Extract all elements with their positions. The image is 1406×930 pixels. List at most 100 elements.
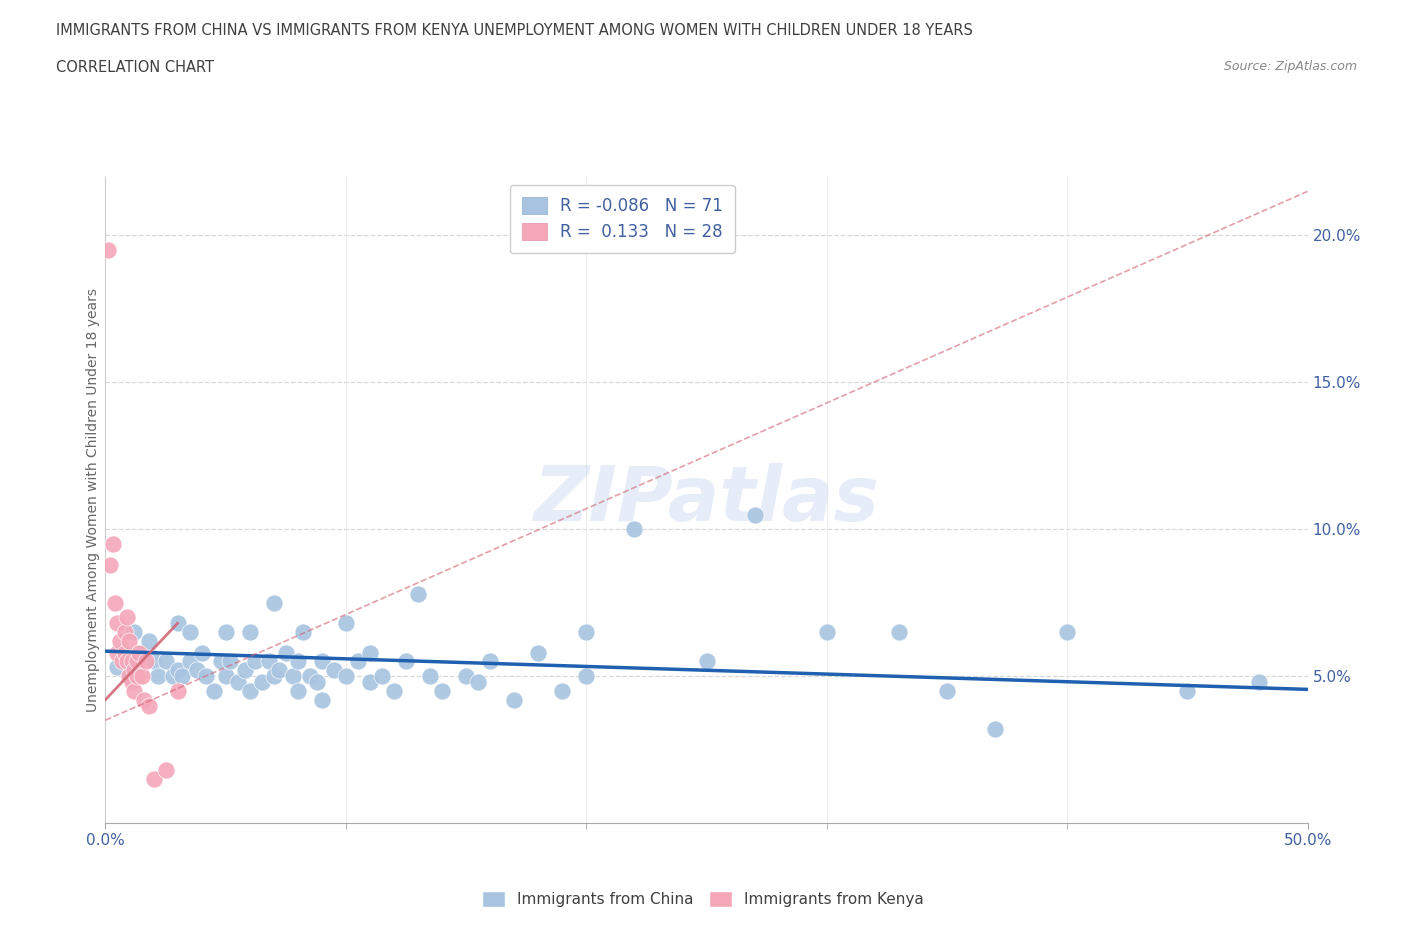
Point xyxy=(815,625,838,640)
Point xyxy=(202,684,225,698)
Point xyxy=(696,654,718,669)
Point xyxy=(155,763,177,777)
Point xyxy=(257,654,280,669)
Point xyxy=(287,684,309,698)
Point xyxy=(166,663,188,678)
Point xyxy=(124,663,146,678)
Point xyxy=(118,633,141,648)
Point xyxy=(250,674,273,689)
Point xyxy=(115,610,138,625)
Point xyxy=(454,669,477,684)
Point xyxy=(118,669,141,684)
Point xyxy=(114,625,136,640)
Point xyxy=(195,669,218,684)
Point xyxy=(419,669,441,684)
Point xyxy=(936,684,959,698)
Point xyxy=(186,663,208,678)
Text: ZIPatlas: ZIPatlas xyxy=(533,463,880,537)
Point xyxy=(575,625,598,640)
Point xyxy=(243,654,266,669)
Text: Source: ZipAtlas.com: Source: ZipAtlas.com xyxy=(1223,60,1357,73)
Text: IMMIGRANTS FROM CHINA VS IMMIGRANTS FROM KENYA UNEMPLOYMENT AMONG WOMEN WITH CHI: IMMIGRANTS FROM CHINA VS IMMIGRANTS FROM… xyxy=(56,23,973,38)
Point xyxy=(267,663,290,678)
Point xyxy=(263,669,285,684)
Point xyxy=(118,669,141,684)
Point xyxy=(305,674,328,689)
Point xyxy=(887,625,910,640)
Point xyxy=(239,625,262,640)
Text: CORRELATION CHART: CORRELATION CHART xyxy=(56,60,214,75)
Point xyxy=(1175,684,1198,698)
Point xyxy=(111,654,134,669)
Point xyxy=(107,645,129,660)
Point xyxy=(97,243,120,258)
Point xyxy=(121,674,143,689)
Point xyxy=(124,625,146,640)
Point xyxy=(142,772,165,787)
Point xyxy=(128,645,150,660)
Point xyxy=(347,654,370,669)
Point xyxy=(226,674,249,689)
Point xyxy=(172,669,194,684)
Point xyxy=(155,654,177,669)
Point xyxy=(479,654,502,669)
Point xyxy=(406,587,429,602)
Point xyxy=(527,645,550,660)
Point xyxy=(104,595,127,610)
Point xyxy=(233,663,256,678)
Point xyxy=(107,616,129,631)
Point xyxy=(311,654,333,669)
Point xyxy=(142,654,165,669)
Point xyxy=(551,684,574,698)
Point xyxy=(121,654,143,669)
Point xyxy=(131,669,153,684)
Legend: Immigrants from China, Immigrants from Kenya: Immigrants from China, Immigrants from K… xyxy=(477,884,929,913)
Point xyxy=(322,663,344,678)
Point xyxy=(162,669,184,684)
Point xyxy=(1249,674,1271,689)
Point xyxy=(166,616,188,631)
Point xyxy=(132,692,155,707)
Point xyxy=(623,522,645,537)
Point xyxy=(359,674,381,689)
Point xyxy=(214,625,236,640)
Point xyxy=(382,684,405,698)
Point xyxy=(108,633,131,648)
Point xyxy=(239,684,262,698)
Point xyxy=(190,645,212,660)
Point xyxy=(107,660,129,675)
Point xyxy=(219,654,242,669)
Point xyxy=(263,595,285,610)
Point xyxy=(166,684,188,698)
Point xyxy=(298,669,321,684)
Point xyxy=(1056,625,1078,640)
Point xyxy=(125,669,148,684)
Point xyxy=(148,669,170,684)
Point xyxy=(287,654,309,669)
Point xyxy=(124,684,146,698)
Point xyxy=(335,669,357,684)
Point xyxy=(115,654,138,669)
Point xyxy=(274,645,297,660)
Point xyxy=(371,669,394,684)
Point xyxy=(430,684,453,698)
Point xyxy=(179,654,201,669)
Point xyxy=(209,654,232,669)
Point xyxy=(135,654,157,669)
Point xyxy=(179,625,201,640)
Point xyxy=(101,537,124,551)
Point xyxy=(984,722,1007,737)
Point xyxy=(138,698,160,713)
Point xyxy=(138,633,160,648)
Point xyxy=(98,557,121,572)
Point xyxy=(744,507,766,522)
Point xyxy=(281,669,304,684)
Point xyxy=(131,645,153,660)
Point xyxy=(335,616,357,631)
Point xyxy=(114,645,136,660)
Point xyxy=(467,674,489,689)
Point xyxy=(214,669,236,684)
Point xyxy=(395,654,418,669)
Point xyxy=(575,669,598,684)
Legend: R = -0.086   N = 71, R =  0.133   N = 28: R = -0.086 N = 71, R = 0.133 N = 28 xyxy=(510,185,735,253)
